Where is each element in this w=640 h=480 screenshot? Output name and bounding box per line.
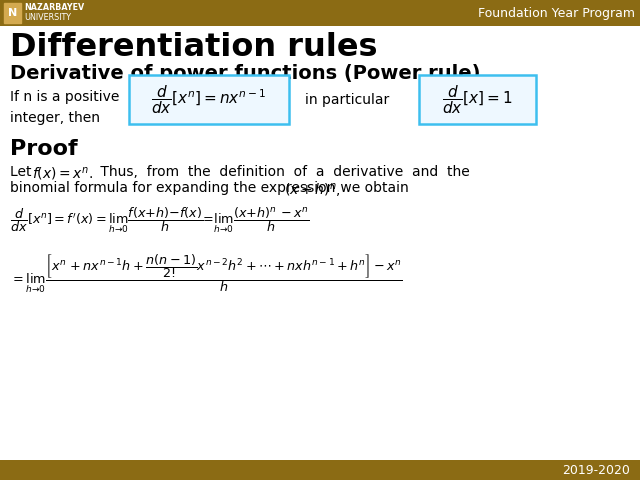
Bar	[0, 0, 640, 26]
Bar	[4, 3, 21, 23]
Text: If n is a positive
integer, then: If n is a positive integer, then	[10, 90, 120, 125]
Text: $\dfrac{d}{dx}[x^n] = f'(x) = \lim_{h \to 0}\dfrac{f(x+h)-f(x)}{h} = \lim_{h \to: $\dfrac{d}{dx}[x^n] = f'(x) = \lim_{h \t…	[10, 205, 309, 235]
Text: N: N	[8, 8, 17, 18]
Text: Thus,  from  the  definition  of  a  derivative  and  the: Thus, from the definition of a derivativ…	[96, 165, 470, 179]
Text: $= \lim_{h \to 0}\dfrac{\left[x^n + nx^{n-1}h + \dfrac{n(n-1)}{2!}x^{n-2}h^2 + \: $= \lim_{h \to 0}\dfrac{\left[x^n + nx^{…	[10, 252, 403, 295]
Text: we obtain: we obtain	[336, 181, 409, 195]
FancyBboxPatch shape	[129, 75, 289, 124]
Text: NAZARBAYEV: NAZARBAYEV	[24, 3, 84, 12]
Text: in particular: in particular	[305, 93, 389, 107]
Text: Foundation Year Program: Foundation Year Program	[478, 7, 635, 20]
Bar	[0, 460, 640, 480]
Text: Differentiation rules: Differentiation rules	[10, 32, 378, 63]
Text: $\dfrac{d}{dx}[x^n] = nx^{n-1}$: $\dfrac{d}{dx}[x^n] = nx^{n-1}$	[152, 83, 267, 116]
Text: $f(x) = x^n.$: $f(x) = x^n.$	[32, 165, 93, 182]
Text: 2019-2020: 2019-2020	[562, 464, 630, 477]
Text: Derivative of power functions (Power rule): Derivative of power functions (Power rul…	[10, 64, 481, 83]
Text: $\dfrac{d}{dx}[x] = 1$: $\dfrac{d}{dx}[x] = 1$	[442, 83, 513, 116]
Text: $(x+h)^n,$: $(x+h)^n,$	[284, 181, 340, 199]
Text: binomial formula for expanding the expression: binomial formula for expanding the expre…	[10, 181, 340, 195]
Text: Let: Let	[10, 165, 36, 179]
Text: UNIVERSITY: UNIVERSITY	[24, 13, 71, 23]
FancyBboxPatch shape	[419, 75, 536, 124]
Bar	[0, 0, 125, 26]
Text: Proof: Proof	[10, 139, 77, 159]
